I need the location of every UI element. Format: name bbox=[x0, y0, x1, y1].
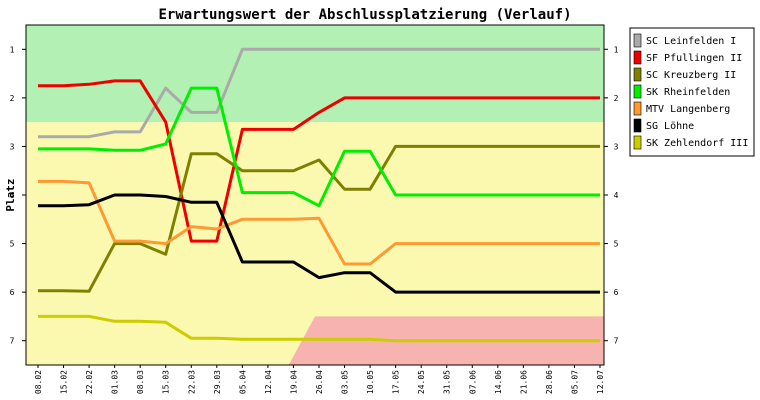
y-tick-label-left: 4 bbox=[10, 191, 15, 200]
x-tick-label: 08.03 bbox=[136, 370, 145, 394]
legend: SC Leinfelden I SF Pfullingen II SC Kreuzb… bbox=[629, 27, 755, 157]
x-tick-label: 26.04 bbox=[315, 370, 324, 394]
x-tick-label: 17.05 bbox=[392, 370, 401, 394]
series-line-1 bbox=[38, 79, 600, 243]
x-tick-label: 05.04 bbox=[238, 370, 247, 394]
x-tick-label: 05.07 bbox=[571, 370, 580, 394]
x-tick-label: 10.05 bbox=[366, 370, 375, 394]
band-promotion bbox=[26, 25, 604, 123]
legend-label-6: SK Zehlendorf III bbox=[646, 138, 748, 149]
legend-label-5: SG Löhne bbox=[646, 121, 694, 132]
legend-swatch-6 bbox=[633, 135, 642, 150]
x-tick-label: 15.02 bbox=[60, 370, 69, 394]
x-tick-label: 08.02 bbox=[34, 370, 43, 394]
x-tick-label: 31.05 bbox=[443, 370, 452, 394]
x-tick-label: 01.03 bbox=[111, 370, 120, 394]
x-tick-label: 15.03 bbox=[162, 370, 171, 394]
y-tick-label-right: 6 bbox=[614, 288, 619, 297]
y-tick-label-left: 7 bbox=[10, 337, 15, 346]
legend-label-3: SK Rheinfelden bbox=[646, 87, 730, 98]
legend-swatch-2 bbox=[633, 67, 642, 82]
series-lines bbox=[38, 47, 600, 343]
legend-swatch-3 bbox=[633, 84, 642, 99]
series-line-6 bbox=[38, 314, 600, 343]
series-line-2 bbox=[38, 144, 600, 293]
y-tick-label-right: 3 bbox=[614, 142, 619, 151]
x-tick-label: 12.07 bbox=[596, 370, 605, 394]
legend-label-4: MTV Langenberg bbox=[646, 104, 730, 115]
x-tick-label: 14.06 bbox=[494, 370, 503, 394]
y-tick-label-left: 1 bbox=[10, 45, 15, 54]
y-tick-label-left: 6 bbox=[10, 288, 15, 297]
y-tick-label-left: 5 bbox=[10, 240, 15, 249]
x-tick-label: 28.06 bbox=[545, 370, 554, 394]
series-line-0 bbox=[38, 47, 600, 139]
series-line-5 bbox=[38, 193, 600, 294]
legend-label-0: SC Leinfelden I bbox=[646, 36, 736, 47]
y-tick-label-right: 1 bbox=[614, 45, 619, 54]
legend-label-1: SF Pfullingen II bbox=[646, 53, 742, 64]
y-tick-label-right: 2 bbox=[614, 94, 619, 103]
x-tick-label: 19.04 bbox=[290, 370, 299, 394]
legend-label-2: SC Kreuzberg II bbox=[646, 70, 736, 81]
chart-title: Erwartungswert der Abschlussplatzierung … bbox=[158, 7, 571, 23]
x-tick-label: 07.06 bbox=[468, 370, 477, 394]
y-tick-label-left: 3 bbox=[10, 142, 15, 151]
legend-swatch-1 bbox=[633, 50, 642, 65]
x-tick-label: 12.04 bbox=[264, 370, 273, 394]
legend-swatch-5 bbox=[633, 118, 642, 133]
x-tick-label: 22.02 bbox=[85, 370, 94, 394]
y-tick-label-right: 7 bbox=[614, 337, 619, 346]
y-tick-label-left: 2 bbox=[10, 94, 15, 103]
x-tick-label: 21.06 bbox=[519, 370, 528, 394]
axes: 1 1 2 2 3 3 4 4 5 5 6 6 7 7 08.02 15.02 22.02 01.03 08.03 1… bbox=[10, 45, 619, 394]
y-axis-label: Platz bbox=[4, 178, 17, 211]
x-tick-label: 03.05 bbox=[341, 370, 350, 394]
y-tick-label-right: 5 bbox=[614, 240, 619, 249]
y-tick-label-right: 4 bbox=[614, 191, 619, 200]
legend-swatch-4 bbox=[633, 101, 642, 116]
x-tick-label: 29.03 bbox=[213, 370, 222, 394]
x-tick-label: 24.05 bbox=[417, 370, 426, 394]
series-line-3 bbox=[38, 86, 600, 208]
legend-box bbox=[629, 27, 755, 157]
legend-swatch-0 bbox=[633, 33, 642, 48]
series-line-4 bbox=[38, 179, 600, 266]
x-tick-label: 22.03 bbox=[187, 370, 196, 394]
